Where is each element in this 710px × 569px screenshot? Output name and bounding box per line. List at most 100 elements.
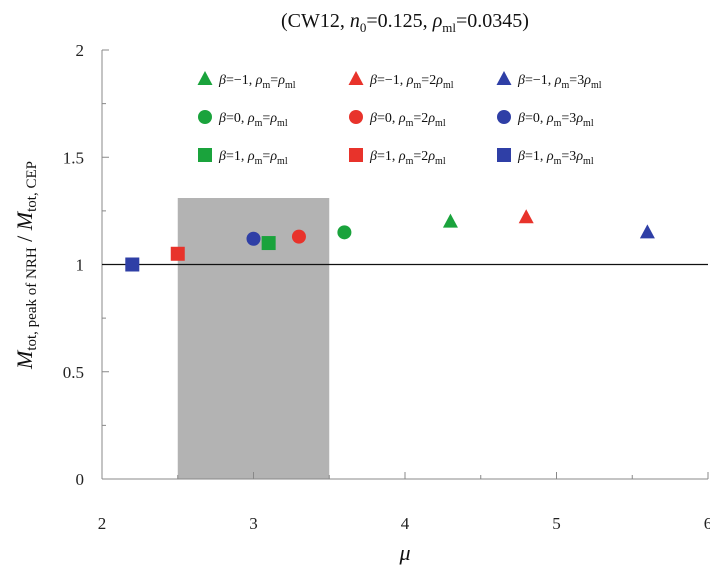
legend-label-part: =2 [413,149,428,164]
x-tick-label: 6 [704,514,710,533]
legend-label-part: ml [443,80,454,91]
legend-label-part: m [255,156,263,167]
legend-label-part: =0, [525,111,547,126]
legend-label-part: =0, [226,111,248,126]
legend-marker-circle [349,110,363,124]
svg-text:(CW12, n0=0.125, ρml=0.0345): (CW12, n0=0.125, ρml=0.0345) [281,10,529,35]
title-part: =0.125, [366,10,432,32]
legend-label-part: ρ [277,73,285,88]
legend-label-part: ml [285,80,296,91]
title-part: 0 [360,20,367,35]
legend-label-part: ρ [575,149,583,164]
data-point-square [125,257,140,272]
legend-label-part: m [414,80,422,91]
data-points [125,209,655,272]
legend-label-part: β [517,111,525,126]
legend-label-part: ρ [247,149,255,164]
legend-label-part: ρ [247,111,255,126]
data-point-square [170,246,185,261]
legend-label-part: β [517,73,525,88]
x-tick-label: 2 [98,514,107,533]
legend-label-part: =−1, [377,73,407,88]
x-tick-label: 5 [552,514,561,533]
legend-marker-triangle [496,71,512,85]
legend-label-part: =1, [226,149,248,164]
legend-marker-circle [497,110,511,124]
data-point-circle [246,231,261,246]
legend-label-part: β [218,73,226,88]
legend-label-part: ρ [427,149,435,164]
legend-label-part: ρ [398,149,406,164]
legend-label: β=0, ρm=ρml [218,111,288,129]
legend-label: β=1, ρm=3ρml [517,149,594,167]
legend-label-part: ml [435,156,446,167]
legend-label-part: ρ [575,111,583,126]
legend-label-part: ml [583,118,594,129]
legend-label-part: ρ [398,111,406,126]
ylabel-part: tot, peak of NRH [24,247,40,350]
axes: 0 0.5 1 1.5 2 2 3 4 5 6 [63,41,710,533]
legend-label-part: =3 [569,73,584,88]
legend-label: β=0, ρm=2ρml [369,111,446,129]
data-point-circle [337,225,352,240]
legend: β=−1, ρm=ρml β=−1, ρm=2ρml β=−1, ρm=3ρmlβ=… [197,71,602,167]
legend-label-part: ρ [435,73,443,88]
legend-label: β=1, ρm=ρml [218,149,288,167]
legend-label-part: m [562,80,570,91]
title-part: ml [442,20,456,35]
ylabel-part: M [12,349,37,370]
legend-label: β=1, ρm=2ρml [369,149,446,167]
title-part: (CW12, [281,10,350,32]
svg-text:Mtot, peak of NRH / Mtot, CEP: Mtot, peak of NRH / Mtot, CEP [12,161,40,370]
x-axis-label: μ [398,540,410,565]
data-point-circle [291,229,306,244]
legend-marker-square [349,148,363,162]
legend-label-part: ml [591,80,602,91]
legend-marker-square [198,148,212,162]
legend-label-part: β [369,149,377,164]
x-axis-label-text: μ [398,540,410,565]
legend-label-part: = [262,149,270,164]
legend-label-part: =3 [561,149,576,164]
legend-marker-triangle [197,71,213,85]
data-point-triangle [442,213,458,228]
legend-label-part: ρ [255,73,263,88]
legend-label-part: =2 [421,73,436,88]
legend-label-part: ρ [546,111,554,126]
ylabel-part: M [12,210,37,231]
legend-label-part: =3 [561,111,576,126]
legend-label-part: ρ [583,73,591,88]
title-part: n [350,10,360,32]
legend-label-part: ρ [269,111,277,126]
legend-label-part: ml [277,118,288,129]
legend-label-part: ρ [406,73,414,88]
x-tick-label: 4 [401,514,410,533]
y-tick-label: 0 [76,470,85,489]
title-part: =0.0345) [456,10,529,32]
legend-label-part: m [554,156,562,167]
legend-label-part: =1, [377,149,399,164]
legend-label: β=−1, ρm=ρml [218,73,296,91]
legend-label: β=−1, ρm=3ρml [517,73,602,91]
legend-label-part: =−1, [226,73,256,88]
x-tick-label: 3 [249,514,258,533]
legend-label-part: ml [435,118,446,129]
y-tick-label: 1 [76,256,85,275]
legend-label-part: ml [277,156,288,167]
legend-label: β=0, ρm=3ρml [517,111,594,129]
legend-label-part: m [406,118,414,129]
legend-label-part: β [218,111,226,126]
chart-title: (CW12, n0=0.125, ρml=0.0345) [281,10,529,35]
y-axis-label: Mtot, peak of NRH / Mtot, CEP [12,161,40,370]
legend-label-part: ml [583,156,594,167]
data-point-triangle [518,209,534,224]
legend-marker-square [497,148,511,162]
legend-label-part: β [369,111,377,126]
data-point-square [261,236,276,251]
ylabel-part: / [12,230,37,247]
legend-label-part: m [263,80,271,91]
legend-label-part: = [270,73,278,88]
data-point-triangle [639,224,655,239]
legend-marker-circle [198,110,212,124]
